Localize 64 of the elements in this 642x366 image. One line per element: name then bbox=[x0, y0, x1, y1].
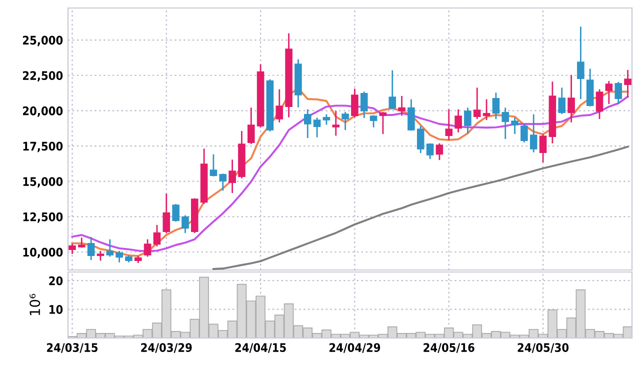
candlestick bbox=[116, 250, 123, 262]
y-tick-label: 10 bbox=[50, 305, 63, 314]
candlestick bbox=[568, 74, 575, 122]
candlestick bbox=[558, 88, 566, 114]
candlestick bbox=[247, 108, 255, 144]
x-tick-label: 24/04/15 bbox=[235, 343, 286, 353]
candlestick bbox=[624, 70, 632, 98]
y-tick-label: 22,500 bbox=[22, 71, 63, 82]
candlestick bbox=[87, 236, 95, 260]
candlestick bbox=[144, 239, 152, 257]
candlestick bbox=[332, 110, 340, 136]
candlestick bbox=[106, 239, 114, 257]
candlestick bbox=[614, 82, 622, 104]
candlestick bbox=[416, 126, 424, 154]
y-tick-label: 25,000 bbox=[22, 36, 63, 46]
candlestick bbox=[530, 114, 538, 152]
candlestick bbox=[388, 70, 396, 110]
candlestick bbox=[464, 108, 472, 134]
candlestick bbox=[153, 224, 161, 246]
y-axis-title: 10⁶ bbox=[30, 294, 40, 316]
candlestick bbox=[379, 112, 387, 134]
candlestick bbox=[454, 109, 462, 132]
candlestick bbox=[322, 114, 330, 125]
candlestick bbox=[605, 80, 613, 104]
candlestick bbox=[351, 88, 358, 118]
x-tick-label: 24/04/29 bbox=[330, 343, 380, 353]
candlestick bbox=[313, 118, 321, 138]
candlestick bbox=[342, 112, 349, 130]
candlestick bbox=[182, 215, 189, 234]
candlestick bbox=[219, 174, 227, 191]
y-tick-label: 15,000 bbox=[23, 177, 63, 188]
candlestick bbox=[426, 143, 434, 160]
x-tick-label: 24/03/15 bbox=[47, 343, 98, 353]
candlestick bbox=[482, 99, 490, 120]
candlestick bbox=[276, 89, 284, 122]
candlestick bbox=[210, 154, 218, 176]
candlestick bbox=[398, 96, 406, 116]
x-tick-label: 24/05/16 bbox=[424, 343, 474, 353]
candlestick bbox=[473, 88, 481, 120]
y-tick-label: 20,000 bbox=[22, 106, 63, 117]
candlestick bbox=[577, 26, 584, 100]
candlestick bbox=[228, 160, 236, 194]
candlestick bbox=[502, 108, 510, 140]
y-tick-label: 20 bbox=[49, 276, 63, 286]
candlestick bbox=[360, 92, 368, 118]
candlestick bbox=[68, 244, 76, 254]
candlestick bbox=[596, 89, 604, 120]
line-series bbox=[212, 146, 629, 270]
candlestick bbox=[511, 118, 518, 134]
candlestick bbox=[539, 134, 547, 162]
candlestick bbox=[520, 124, 528, 142]
candlestick bbox=[162, 194, 170, 234]
candlestick bbox=[492, 92, 500, 120]
candlestick bbox=[172, 204, 180, 222]
y-tick-label: 17,500 bbox=[23, 142, 63, 152]
y-tick-label: 12,500 bbox=[23, 212, 63, 223]
candlestick bbox=[370, 115, 378, 128]
candlestick bbox=[436, 143, 444, 160]
candlestick bbox=[304, 109, 312, 138]
x-tick-label: 24/03/29 bbox=[141, 343, 192, 353]
candlestick bbox=[445, 109, 453, 140]
candlestick bbox=[408, 99, 415, 131]
x-tick-label: 24/05/30 bbox=[518, 343, 569, 353]
y-tick-label: 10,000 bbox=[23, 248, 63, 258]
